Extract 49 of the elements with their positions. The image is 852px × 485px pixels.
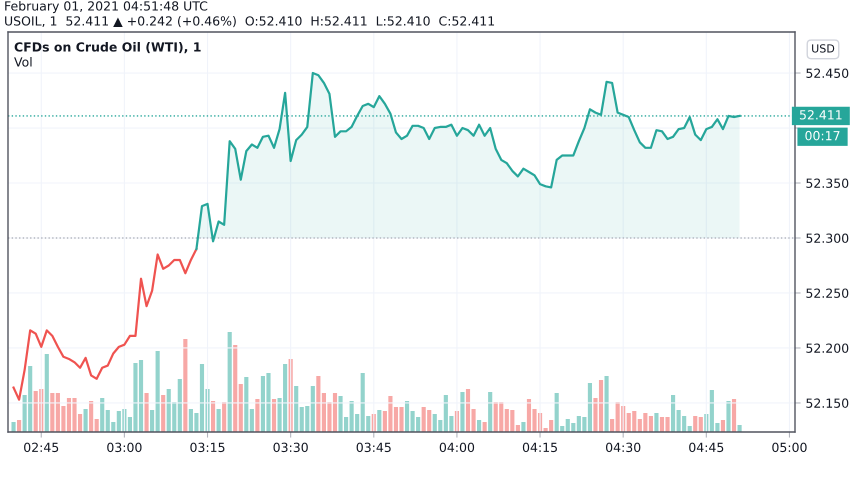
bar <box>477 420 482 432</box>
bar <box>604 376 609 432</box>
x-tick-label: 03:00 <box>107 442 142 452</box>
y-axis-title: USD <box>812 44 834 53</box>
x-tick-label: 03:45 <box>356 442 391 452</box>
bar <box>84 409 88 432</box>
bar <box>255 399 260 432</box>
bar <box>272 399 276 432</box>
x-tick-label: 04:30 <box>606 442 640 452</box>
text: CFDs on Crude Oil (WTI), 1 <box>14 42 201 54</box>
bar <box>482 422 487 432</box>
bar <box>654 413 659 432</box>
y-tick-label: 52.200 <box>806 343 848 353</box>
bar <box>460 392 465 432</box>
x-tick-label: 03:30 <box>273 442 308 452</box>
bar <box>228 332 232 432</box>
x-tick-label: 03:15 <box>190 442 224 452</box>
x-tick-label: 04:45 <box>689 442 724 452</box>
bar <box>144 393 149 432</box>
bar <box>720 420 726 432</box>
x-tick-label: 05:00 <box>772 442 807 452</box>
bar <box>11 422 16 432</box>
y-tick-label: 52.150 <box>806 398 848 408</box>
text: 00:17 <box>805 130 840 140</box>
bar <box>17 420 22 432</box>
bar <box>488 392 492 432</box>
text: February 01, 2021 04:51:48 UTC <box>5 1 208 14</box>
bar <box>738 425 742 432</box>
y-tick-label: 52.450 <box>806 68 848 78</box>
y-tick-label: 52.250 <box>806 288 848 298</box>
bar <box>732 399 736 432</box>
ref-line-label: 52.411 <box>800 110 842 120</box>
bar <box>521 422 526 432</box>
y-tick-label: 52.350 <box>806 178 848 188</box>
bar <box>726 401 731 432</box>
bar <box>161 395 166 432</box>
x-tick-label: 04:15 <box>522 442 557 452</box>
bar <box>44 354 49 432</box>
x-tick-label: 04:00 <box>440 442 474 452</box>
y-tick-label: 52.300 <box>806 233 848 243</box>
bar <box>222 402 226 432</box>
chart-subtitle: USOIL, 1 52.411 ▲ +0.242 (+0.46%) O:52.410 H:52.411 L:52.410 C:52.411 <box>5 16 494 28</box>
bar <box>377 410 382 432</box>
bar <box>216 409 221 432</box>
x-tick-label: 02:45 <box>24 442 58 452</box>
bar <box>183 339 188 432</box>
chart-title: Vol <box>14 57 32 67</box>
line-series <box>12 248 198 401</box>
bar <box>210 401 216 432</box>
